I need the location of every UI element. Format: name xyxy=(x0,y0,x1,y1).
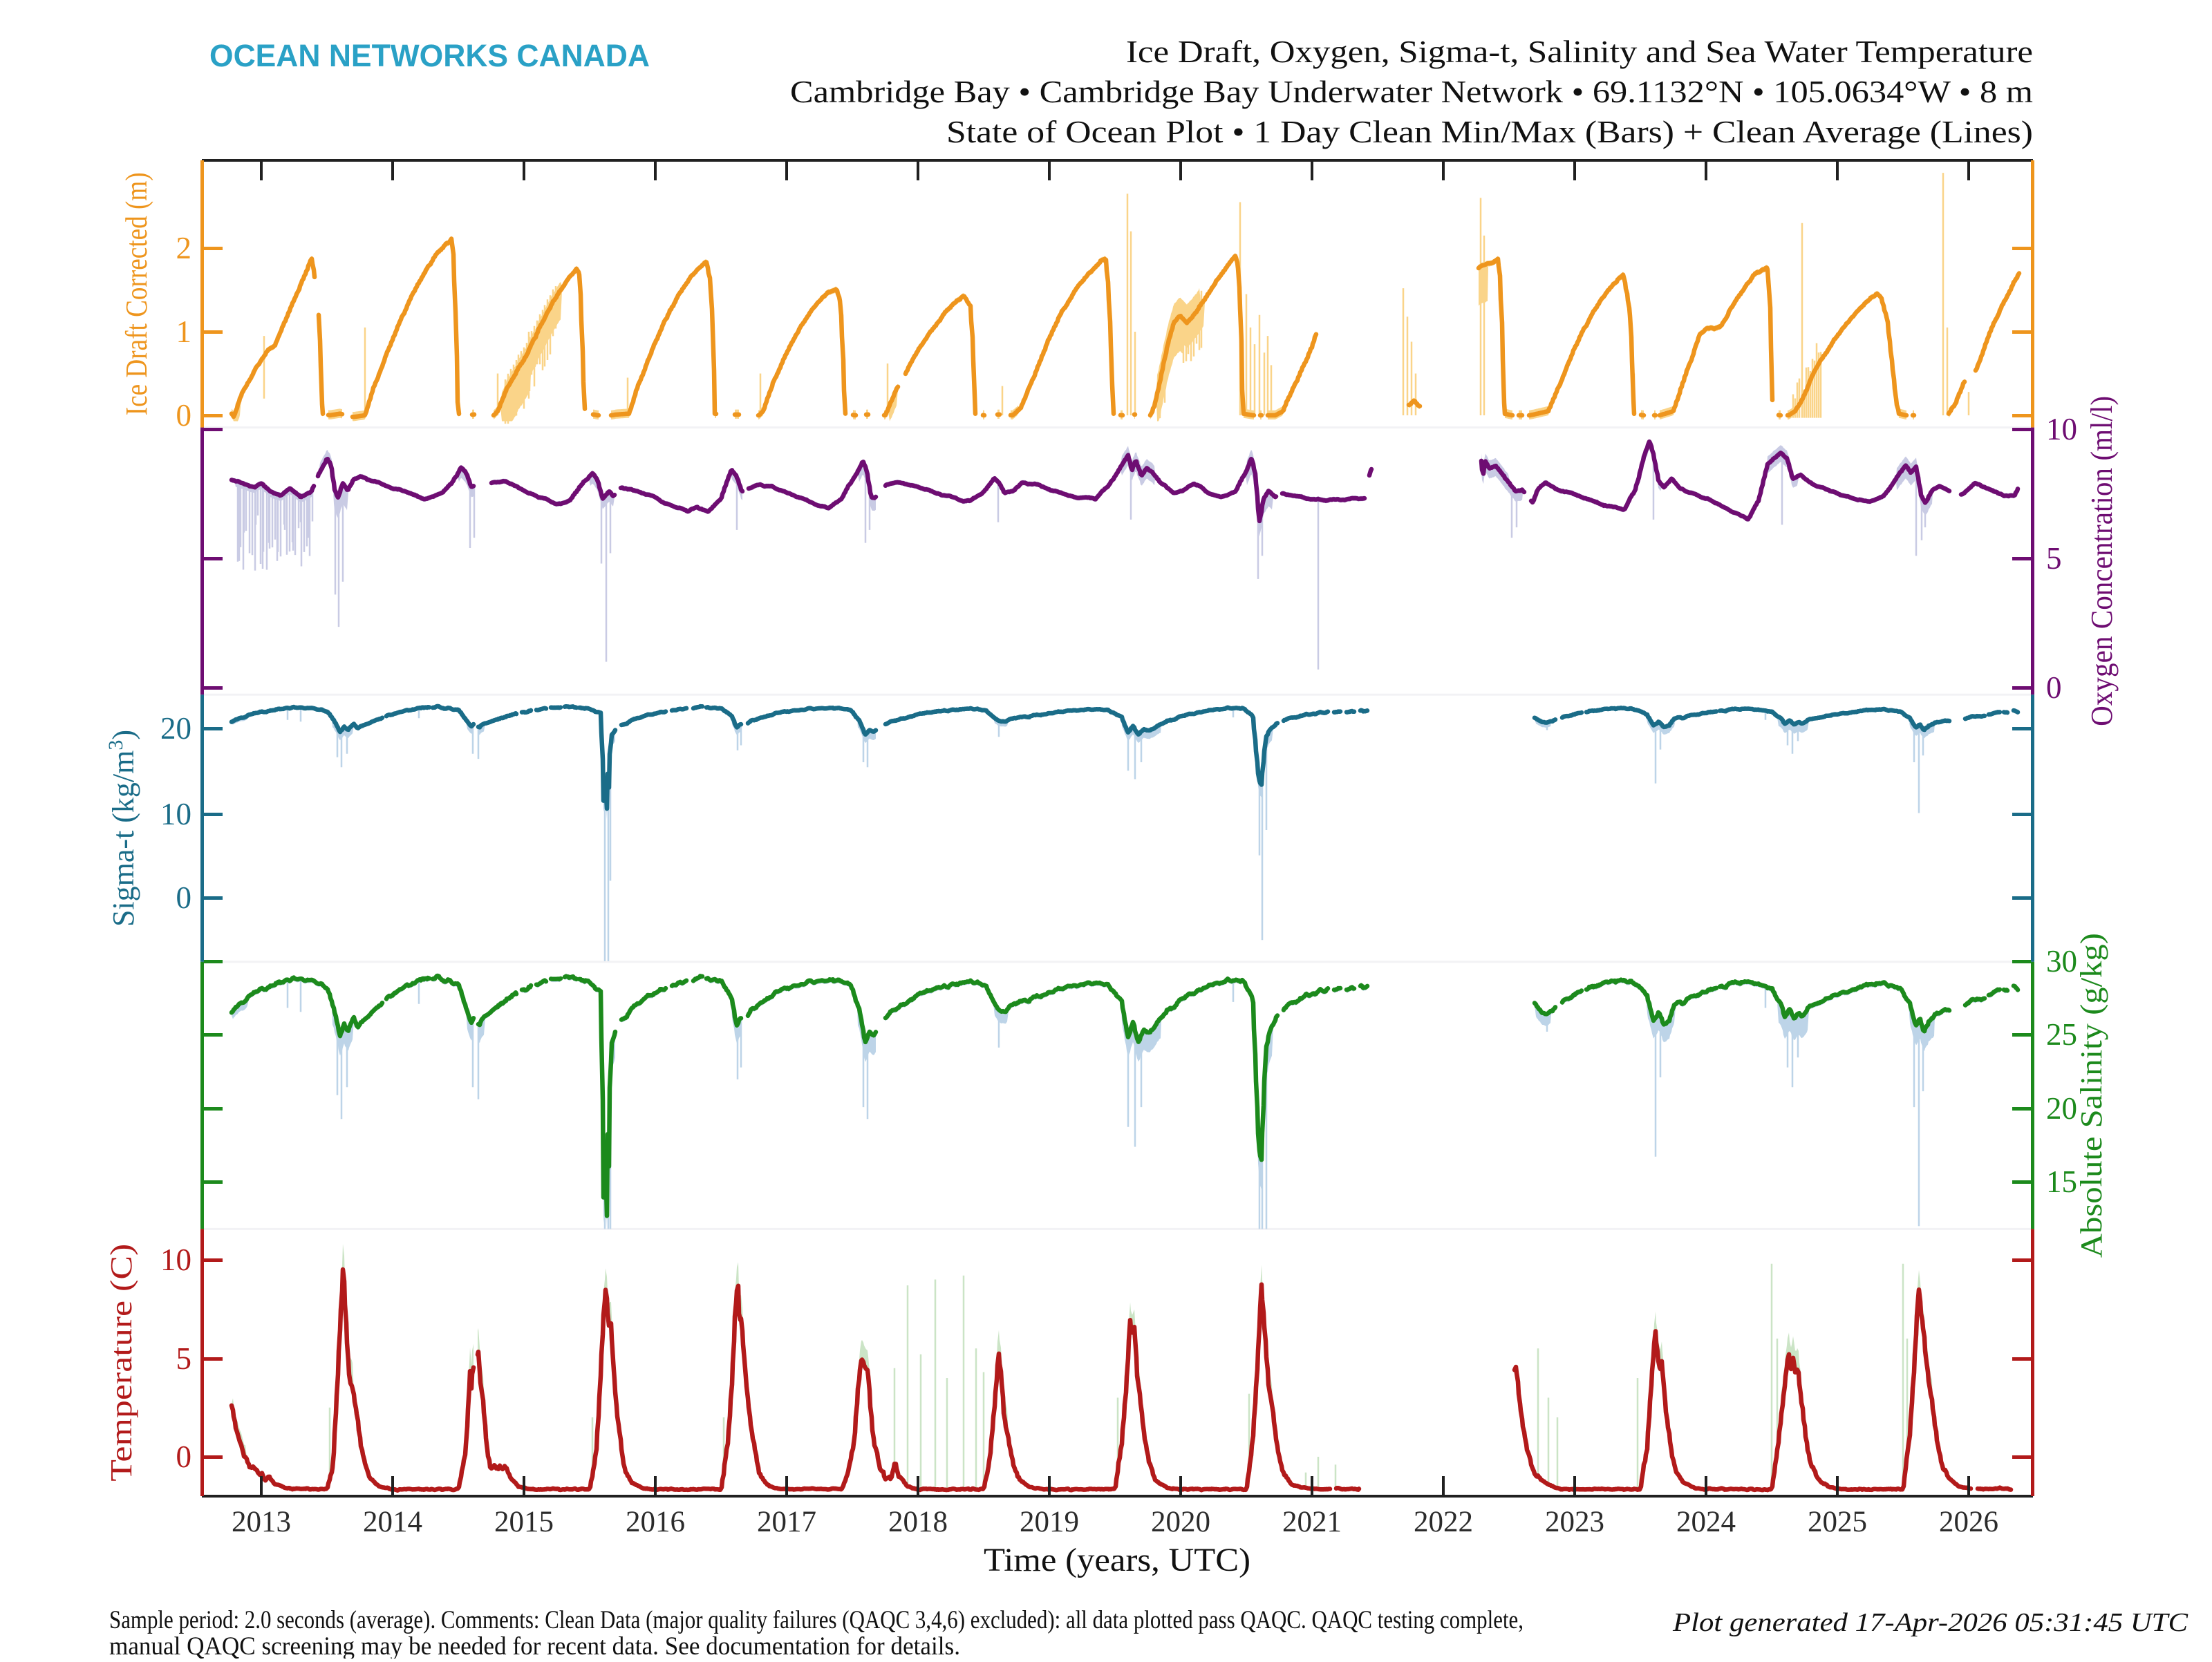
svg-text:10: 10 xyxy=(2046,412,2077,446)
svg-text:2020: 2020 xyxy=(1151,1506,1210,1538)
svg-text:5: 5 xyxy=(2046,541,2062,576)
svg-text:2021: 2021 xyxy=(1282,1506,1342,1538)
svg-text:OCEAN NETWORKS CANADA: OCEAN NETWORKS CANADA xyxy=(209,38,650,73)
svg-text:2023: 2023 xyxy=(1545,1506,1604,1538)
svg-text:25: 25 xyxy=(2046,1017,2077,1052)
svg-text:Ice Draft, Oxygen, Sigma-t, Sa: Ice Draft, Oxygen, Sigma-t, Salinity and… xyxy=(1126,34,2033,69)
svg-text:Ice Draft Corrected (m): Ice Draft Corrected (m) xyxy=(120,172,153,415)
svg-text:5: 5 xyxy=(176,1341,192,1376)
svg-text:Time (years, UTC): Time (years, UTC) xyxy=(984,1542,1250,1578)
svg-text:1: 1 xyxy=(176,314,192,349)
svg-text:2024: 2024 xyxy=(1676,1506,1736,1538)
svg-text:2014: 2014 xyxy=(363,1506,422,1538)
svg-text:Cambridge Bay • Cambridge Bay: Cambridge Bay • Cambridge Bay Underwater… xyxy=(790,74,2033,109)
svg-text:Sigma-t (kg/m3): Sigma-t (kg/m3) xyxy=(104,730,141,927)
svg-text:0: 0 xyxy=(176,398,192,433)
svg-text:Plot generated 17-Apr-2026 05:: Plot generated 17-Apr-2026 05:31:45 UTC xyxy=(1672,1608,2188,1637)
svg-text:2017: 2017 xyxy=(757,1506,816,1538)
svg-text:2025: 2025 xyxy=(1808,1506,1867,1538)
svg-text:2018: 2018 xyxy=(888,1506,948,1538)
svg-text:2015: 2015 xyxy=(494,1506,554,1538)
svg-text:0: 0 xyxy=(2046,670,2062,705)
svg-text:State of Ocean Plot • 1 Day Cl: State of Ocean Plot • 1 Day Clean Min/Ma… xyxy=(946,114,2033,149)
svg-text:Sample period: 2.0 seconds (av: Sample period: 2.0 seconds (average). Co… xyxy=(109,1606,1524,1634)
svg-text:Absolute Salinity (g/kg): Absolute Salinity (g/kg) xyxy=(2074,933,2108,1258)
svg-text:0: 0 xyxy=(176,1439,192,1474)
svg-text:2013: 2013 xyxy=(232,1506,291,1538)
svg-text:15: 15 xyxy=(2046,1164,2077,1199)
svg-text:Oxygen Concentration (ml/l): Oxygen Concentration (ml/l) xyxy=(2085,396,2119,726)
svg-text:30: 30 xyxy=(2046,944,2077,979)
svg-text:2019: 2019 xyxy=(1020,1506,1079,1538)
svg-text:manual QAQC screening may be n: manual QAQC screening may be needed for … xyxy=(109,1632,960,1659)
svg-text:Temperature (C): Temperature (C) xyxy=(104,1244,138,1482)
svg-text:2026: 2026 xyxy=(1939,1506,1998,1538)
svg-text:2022: 2022 xyxy=(1414,1506,1473,1538)
svg-text:2016: 2016 xyxy=(626,1506,685,1538)
svg-text:20: 20 xyxy=(2046,1091,2077,1126)
svg-text:0: 0 xyxy=(176,880,192,915)
svg-text:2: 2 xyxy=(176,231,192,265)
svg-text:20: 20 xyxy=(160,711,191,746)
svg-text:10: 10 xyxy=(160,1243,191,1277)
svg-text:10: 10 xyxy=(160,797,191,831)
